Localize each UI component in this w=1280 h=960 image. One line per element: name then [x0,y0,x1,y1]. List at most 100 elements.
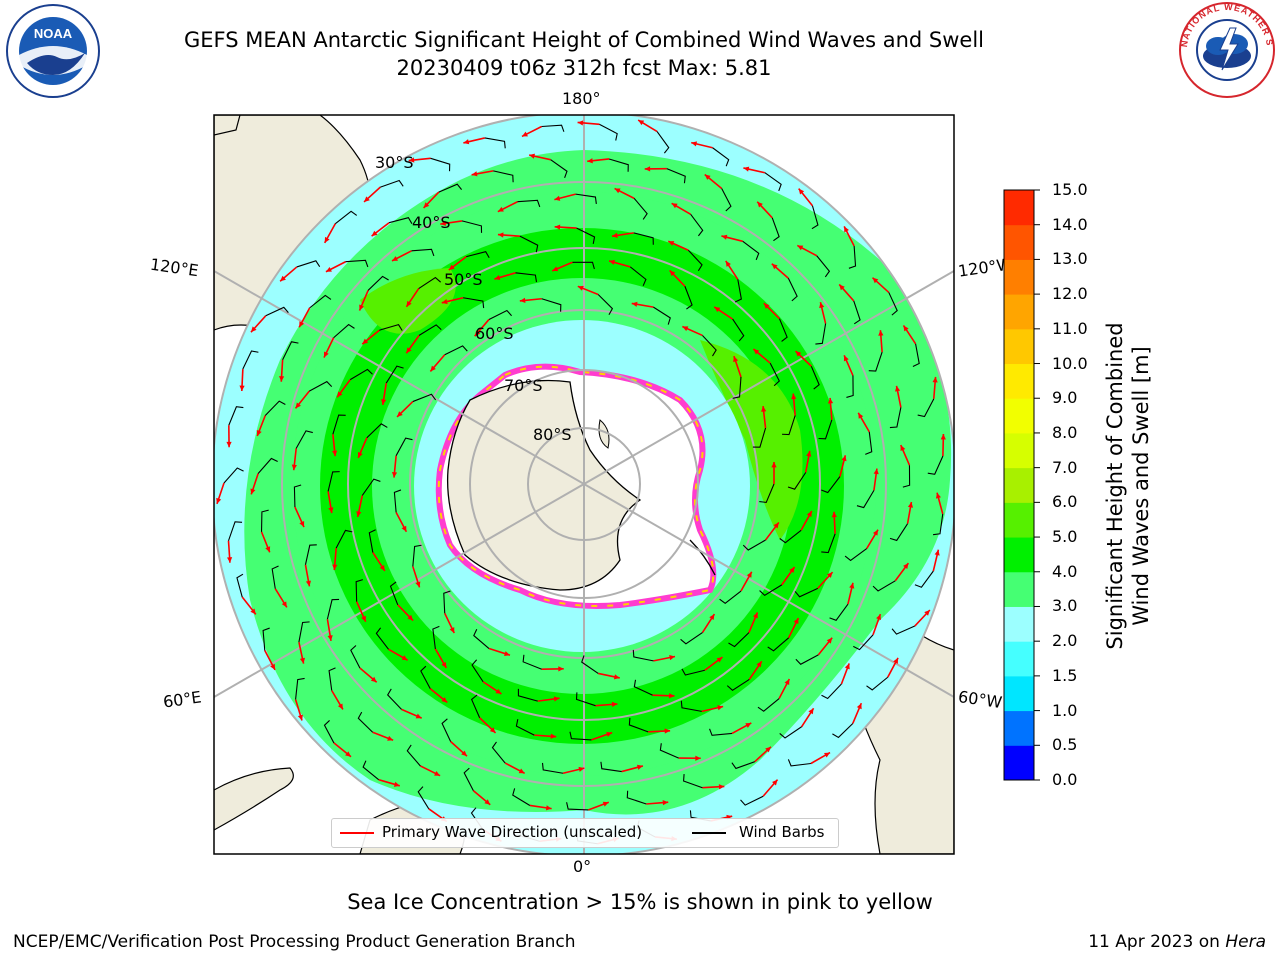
wind-barb [856,490,875,509]
wind-barb [461,220,483,233]
wave-arrow-head [415,713,422,719]
colorbar-segment [1004,502,1034,538]
wind-barb [597,294,614,316]
colorbar-tick-label: 0.0 [1052,770,1078,789]
wave-arrow-head [494,275,501,281]
wind-barb [629,266,647,287]
wave-arrow-head [784,679,790,686]
wave-arrow-head [798,188,805,195]
colorbar-segment [1004,328,1034,365]
wave-arrow-head [463,139,470,145]
colorbar-segment [1004,294,1034,330]
wave-arrow-head [876,614,882,621]
wave-arrow-head [356,511,362,518]
colorbar-tick-label: 11.0 [1052,318,1088,338]
wave-arrow-head [644,166,651,172]
wave-arrow-head [932,376,938,383]
colorbar-tick-label: 12.0 [1052,284,1088,304]
wind-barb [541,124,565,132]
wave-arrow-head [613,674,620,680]
wave-arrow-head [878,330,884,336]
wave-arrow-head [795,351,802,357]
noaa-logo-text: NOAA [34,26,73,41]
wind-barb [309,294,332,309]
wave-arrow-head [872,529,878,536]
wave-arrow-head [434,770,441,776]
wind-barb [787,472,807,490]
wind-barb [519,235,539,253]
wind-barb [853,300,861,325]
colorbar-segment [1004,710,1034,746]
wind-barb [795,654,819,665]
colorbar-segment [1004,745,1034,781]
wave-arrow-head [324,236,330,243]
wave-arrow-head [553,696,560,702]
wave-arrow-head [614,188,621,194]
wind-barb [846,375,854,398]
colorbar-segment [1004,675,1034,712]
wave-arrow-head [393,781,400,787]
antarctica [435,363,717,609]
wave-arrow-head [518,768,525,774]
colorbar-label-line2: Wind Waves and Swell [m] [1129,346,1153,626]
wave-arrow-head [554,195,561,201]
wind-barb [767,637,790,652]
wave-arrow-head [552,266,559,272]
wind-barb [223,467,244,484]
wind-barb [295,677,305,700]
wind-barb [769,362,780,387]
wave-arrow-head [761,406,767,412]
wind-barb [264,400,286,416]
wind-barb [438,183,463,193]
wave-arrow-head [806,450,812,457]
wind-barb [778,318,788,342]
wind-barb [653,306,671,325]
wind-barb [683,773,703,789]
wave-arrow-head [370,676,377,683]
colorbar-segment [1004,641,1034,677]
wind-barb [575,193,597,205]
wind-barb [512,788,531,806]
wave-arrow-head [772,779,778,786]
wind-barb [309,380,333,392]
wind-barb [271,565,279,589]
colorbar-tick-label: 1.0 [1052,700,1078,720]
land-corner-a [214,115,241,136]
legend-barb-label: Wind Barbs [739,823,825,841]
wind-barb [380,179,404,188]
wind-barb [375,627,389,650]
wind-barb [794,587,818,598]
wave-arrow-head [406,300,412,307]
wave-arrow-head [250,488,256,495]
wave-arrow-head [397,411,403,417]
wind-barb [726,679,750,691]
wave-arrow-head [391,471,398,478]
noaa-logo: NOAA [6,4,100,98]
wave-arrow-head [682,326,689,332]
wave-arrow-head [695,755,701,761]
wind-barb [757,698,780,712]
wave-arrow-head [714,306,721,313]
wind-barb [262,627,270,651]
wind-barb [872,580,896,592]
wind-barb [443,590,451,614]
wave-arrow-head [497,206,504,212]
colorbar-tick-label: 6.0 [1052,492,1078,512]
wind-barb [681,668,705,676]
wind-barb [572,261,595,270]
colorbar-tick-label: 1.5 [1052,665,1078,685]
wind-barb [829,603,849,621]
wind-barb [731,761,755,770]
wind-barb [787,278,798,302]
wind-barb [361,478,381,496]
wind-barb [484,137,506,149]
wind-barb [282,341,299,360]
wave-arrow-head [449,627,455,634]
wind-barb [265,306,289,317]
wind-barb [626,790,647,805]
wave-arrow-head [474,330,481,337]
wave-arrow-head [256,430,262,437]
wind-barb [816,255,831,278]
legend-wave-label: Primary Wave Direction (unscaled) [382,823,643,841]
colorbar-segment [1004,224,1034,260]
